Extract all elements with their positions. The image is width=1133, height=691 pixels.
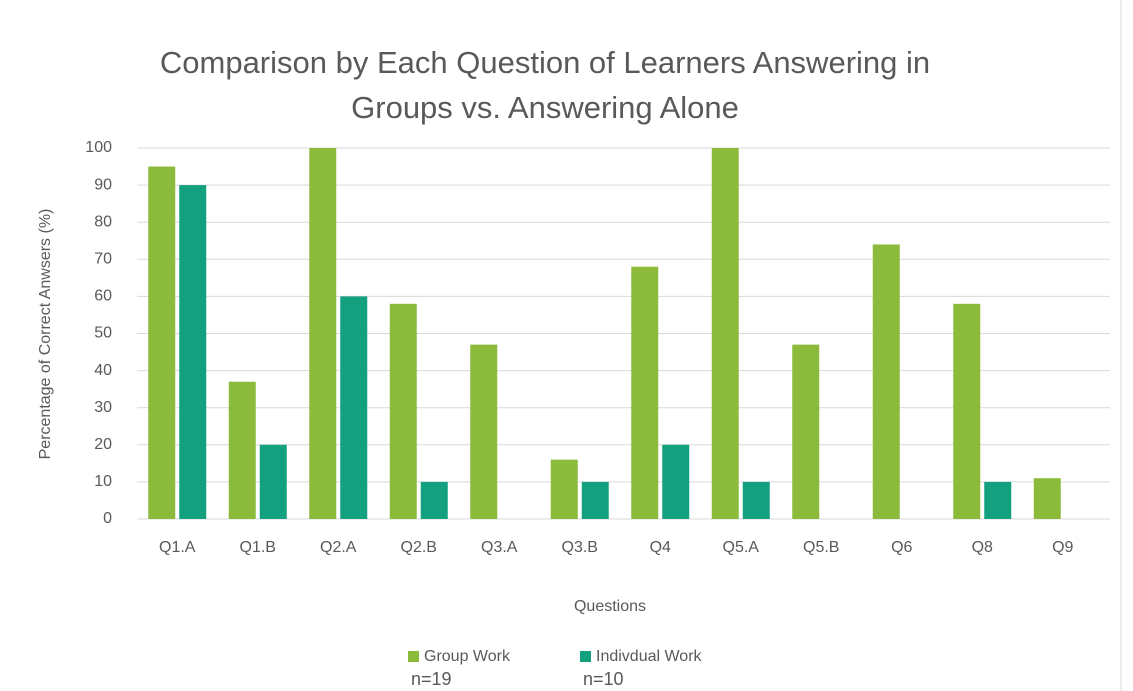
bar (872, 244, 900, 519)
bar (389, 303, 417, 519)
legend-swatch (580, 651, 591, 662)
bar (581, 481, 609, 519)
x-tick-label: Q5.A (723, 539, 760, 556)
x-tick-label: Q3.A (481, 539, 518, 556)
x-tick-label: Q2.B (401, 539, 437, 556)
x-tick-label: Q4 (650, 539, 671, 556)
x-tick-label: Q6 (891, 539, 912, 556)
bar (792, 344, 820, 519)
x-axis-title: Questions (574, 598, 646, 615)
y-tick-label: 60 (94, 288, 112, 305)
y-tick-label: 70 (94, 251, 112, 268)
x-tick-label: Q8 (972, 539, 993, 556)
bar (550, 459, 578, 519)
legend-note: n=10 (583, 669, 624, 689)
bar (340, 296, 368, 519)
bar (228, 381, 256, 519)
bar (179, 185, 207, 519)
bar (984, 481, 1012, 519)
y-tick-label: 20 (94, 436, 112, 453)
legend-swatch (408, 651, 419, 662)
y-tick-label: 30 (94, 399, 112, 416)
x-tick-label: Q3.B (562, 539, 598, 556)
x-tick-label: Q2.A (320, 539, 357, 556)
bar (148, 166, 176, 520)
legend-label: Group Work (424, 648, 511, 665)
legend-note: n=19 (411, 669, 452, 689)
y-tick-label: 80 (94, 213, 112, 230)
bar (309, 148, 337, 519)
y-tick-label: 40 (94, 362, 112, 379)
y-axis-title: Percentage of Correct Anwsers (%) (37, 209, 54, 460)
x-tick-label: Q9 (1052, 539, 1073, 556)
bar (259, 444, 287, 519)
bar (662, 444, 690, 519)
x-tick-label: Q1.B (240, 539, 276, 556)
y-tick-label: 50 (94, 325, 112, 342)
bar (711, 148, 739, 519)
x-tick-label: Q5.B (803, 539, 839, 556)
bar (1033, 478, 1061, 519)
y-tick-label: 100 (85, 139, 112, 156)
bar (742, 481, 770, 519)
y-tick-label: 0 (103, 510, 112, 527)
bar (470, 344, 498, 519)
bar (420, 481, 448, 519)
y-tick-label: 10 (94, 473, 112, 490)
bar (953, 303, 981, 519)
bar (631, 266, 659, 519)
y-tick-label: 90 (94, 176, 112, 193)
legend-label: Indivdual Work (596, 648, 703, 665)
chart-title: Comparison by Each Question of Learners … (159, 45, 931, 125)
x-tick-label: Q1.A (159, 539, 196, 556)
